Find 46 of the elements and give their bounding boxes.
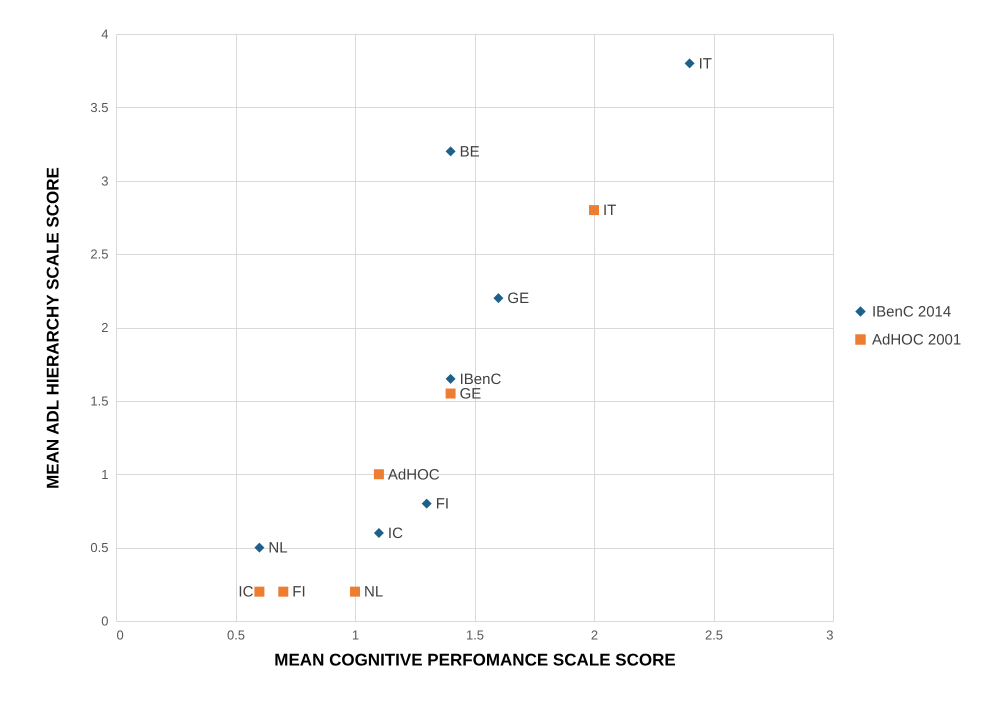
point	[493, 293, 504, 304]
legend-label: IBenC 2014	[872, 304, 952, 320]
y-tick-label: 4	[101, 26, 108, 42]
point	[422, 498, 432, 509]
data-label: FI	[436, 496, 450, 513]
y-tick-label: 1.5	[90, 393, 108, 408]
legend-label: AdHOC 2001	[872, 332, 962, 348]
y-tick-label: 2.5	[90, 246, 108, 262]
point	[374, 528, 384, 538]
x-tick-label: 2.5	[704, 628, 724, 642]
data-label: NL	[364, 584, 384, 601]
y-tick-label: 3	[101, 173, 108, 188]
point	[446, 374, 456, 384]
y-tick-label: 1	[101, 466, 108, 482]
data-label: IC	[238, 584, 254, 601]
y-tick-label: 2	[101, 320, 108, 335]
x-tick-label: 3	[826, 628, 834, 642]
point	[446, 388, 456, 399]
data-label: IC	[388, 524, 404, 542]
x-tick-label: 0	[116, 628, 124, 642]
point	[589, 205, 599, 216]
data-label: AdHOC	[388, 466, 440, 484]
point	[254, 586, 264, 597]
x-tick-label: 2	[590, 628, 598, 642]
data-label: IT	[603, 202, 616, 220]
y-axis-title: MEAN ADL HIERARCHY SCALE SCORE	[43, 167, 62, 489]
point	[446, 146, 456, 156]
y-tick-label: 0.5	[90, 540, 108, 556]
point	[374, 469, 384, 480]
x-tick-label: 0.5	[226, 628, 246, 642]
data-label: NL	[268, 540, 288, 557]
point	[278, 586, 288, 597]
data-label: GE	[460, 386, 482, 403]
x-tick-label: 1.5	[466, 628, 484, 642]
point	[254, 542, 264, 553]
data-label: BE	[460, 143, 480, 160]
data-label: FI	[292, 584, 306, 601]
point	[350, 586, 360, 597]
data-label: IBenC	[460, 370, 502, 388]
y-tick-label: 3.5	[90, 100, 108, 115]
data-label: GE	[507, 290, 530, 308]
y-tick-label: 0	[101, 614, 108, 628]
x-axis-title: MEAN COGNITIVE PERFOMANCE SCALE SCORE	[274, 650, 676, 670]
data-label: IT	[698, 55, 712, 72]
point	[684, 58, 695, 68]
x-tick-label: 1	[352, 628, 360, 642]
